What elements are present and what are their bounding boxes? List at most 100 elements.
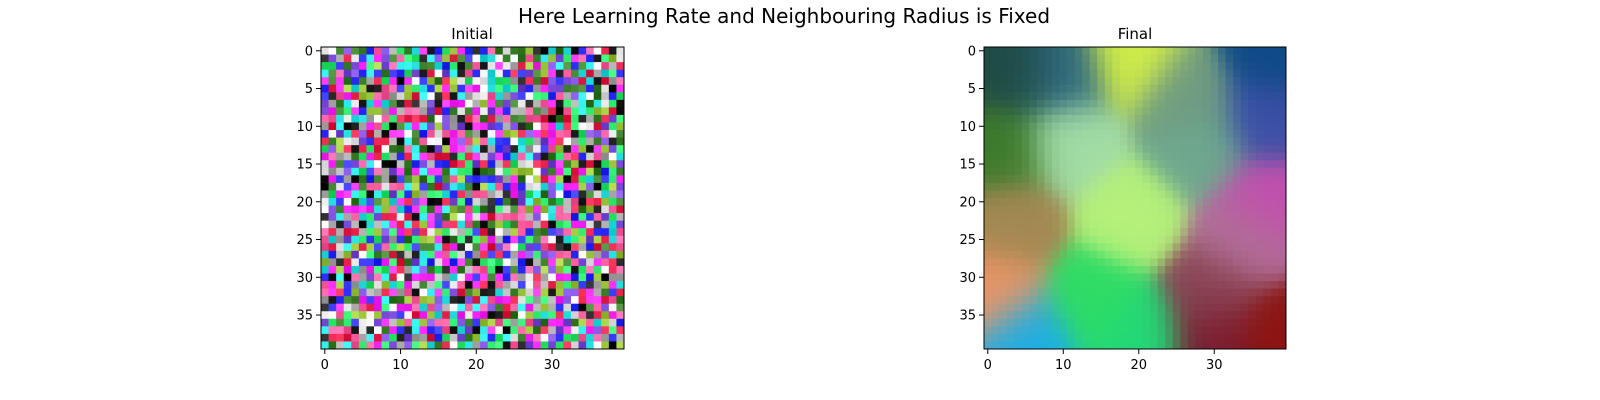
heatmap-cell xyxy=(563,250,572,259)
heatmap-cell xyxy=(1270,160,1279,169)
heatmap-cell xyxy=(419,145,428,154)
heatmap-cell xyxy=(1202,228,1211,237)
heatmap-cell xyxy=(389,228,398,237)
heatmap-cell xyxy=(328,265,337,274)
heatmap-cell xyxy=(1142,77,1151,86)
heatmap-cell xyxy=(1218,99,1226,108)
heatmap-cell xyxy=(517,122,526,131)
heatmap-cell xyxy=(1135,326,1143,335)
heatmap-cell xyxy=(1104,265,1113,274)
heatmap-cell xyxy=(1029,137,1038,146)
heatmap-cell xyxy=(1036,107,1045,116)
heatmap-cell xyxy=(525,235,534,244)
heatmap-cell xyxy=(510,235,519,244)
heatmap-cell xyxy=(1014,235,1023,244)
heatmap-cell xyxy=(434,190,443,199)
heatmap-cell xyxy=(1089,311,1098,320)
heatmap-cell xyxy=(472,326,481,335)
heatmap-cell xyxy=(1172,281,1181,289)
heatmap-cell xyxy=(1104,258,1113,267)
heatmap-cell xyxy=(351,145,360,154)
heatmap-cell xyxy=(1044,213,1053,222)
heatmap-cell xyxy=(1014,281,1023,289)
heatmap-cell xyxy=(351,243,360,252)
heatmap-cell xyxy=(1270,273,1279,282)
heatmap-cell xyxy=(374,333,382,342)
heatmap-cell xyxy=(1248,333,1257,342)
heatmap-cell xyxy=(533,107,542,116)
heatmap-cell xyxy=(1225,77,1234,86)
heatmap-cell xyxy=(608,281,617,289)
heatmap-cell xyxy=(1021,220,1030,229)
heatmap-cell xyxy=(593,281,602,289)
heatmap-cell xyxy=(434,228,443,237)
heatmap-cell xyxy=(1112,303,1121,312)
heatmap-cell xyxy=(586,160,595,169)
heatmap-cell xyxy=(984,235,992,244)
heatmap-cell xyxy=(464,137,473,146)
heatmap-cell xyxy=(1180,288,1189,297)
heatmap-cell xyxy=(593,228,602,237)
heatmap-cell xyxy=(555,333,564,342)
heatmap-cell xyxy=(1263,220,1272,229)
heatmap-cell xyxy=(563,77,572,86)
heatmap-cell xyxy=(1021,303,1030,312)
heatmap-cell xyxy=(411,47,420,55)
heatmap-cell xyxy=(1278,250,1287,259)
heatmap-cell xyxy=(1180,258,1189,267)
heatmap-cell xyxy=(419,54,428,63)
heatmap-cell xyxy=(1036,62,1045,71)
heatmap-cell xyxy=(396,311,405,320)
heatmap-cell xyxy=(336,114,345,123)
heatmap-cell xyxy=(1135,114,1143,123)
heatmap-cell xyxy=(578,243,587,252)
heatmap-cell xyxy=(1097,333,1106,342)
heatmap-cell xyxy=(586,84,595,93)
heatmap-cell xyxy=(343,62,352,71)
heatmap-cell xyxy=(411,69,420,78)
heatmap-cell xyxy=(1263,92,1272,101)
heatmap-cell xyxy=(1218,84,1226,93)
heatmap-cell xyxy=(1187,303,1196,312)
heatmap-cell xyxy=(1225,175,1234,184)
heatmap-cell xyxy=(533,228,542,237)
heatmap-cell xyxy=(1202,296,1211,305)
heatmap-cell xyxy=(1233,137,1242,146)
heatmap-cell xyxy=(1089,318,1098,327)
heatmap-cell xyxy=(1135,152,1143,161)
heatmap-cell xyxy=(464,84,473,93)
heatmap-cell xyxy=(1074,288,1083,297)
heatmap-cell xyxy=(487,288,496,297)
heatmap-cell xyxy=(999,175,1008,184)
heatmap-cell xyxy=(608,265,617,274)
heatmap-cell xyxy=(1218,77,1226,86)
heatmap-cell xyxy=(404,92,413,101)
heatmap-cell xyxy=(389,318,398,327)
heatmap-cell xyxy=(1104,341,1113,350)
heatmap-cell xyxy=(586,326,595,335)
heatmap-cell xyxy=(1082,99,1091,108)
heatmap-cell xyxy=(480,311,489,320)
heatmap-cell xyxy=(984,198,992,206)
heatmap-cell xyxy=(999,99,1008,108)
heatmap-cell xyxy=(1225,326,1234,335)
heatmap-cell xyxy=(1044,250,1053,259)
heatmap-cell xyxy=(343,198,352,206)
heatmap-cell xyxy=(1014,145,1023,154)
heatmap-cell xyxy=(1278,145,1287,154)
heatmap-cell xyxy=(991,107,1000,116)
heatmap-cell xyxy=(1278,326,1287,335)
heatmap-cell xyxy=(984,47,992,55)
heatmap-cell xyxy=(1051,137,1060,146)
heatmap-cell xyxy=(366,69,375,78)
heatmap-cell xyxy=(540,175,549,184)
heatmap-cell xyxy=(472,243,481,252)
heatmap-cell xyxy=(1059,220,1068,229)
heatmap-cell xyxy=(336,107,345,116)
heatmap-cell xyxy=(411,220,420,229)
heatmap-cell xyxy=(1029,213,1038,222)
heatmap-cell xyxy=(1059,152,1068,161)
heatmap-cell xyxy=(487,326,496,335)
heatmap-cell xyxy=(533,311,542,320)
heatmap-cell xyxy=(434,99,443,108)
